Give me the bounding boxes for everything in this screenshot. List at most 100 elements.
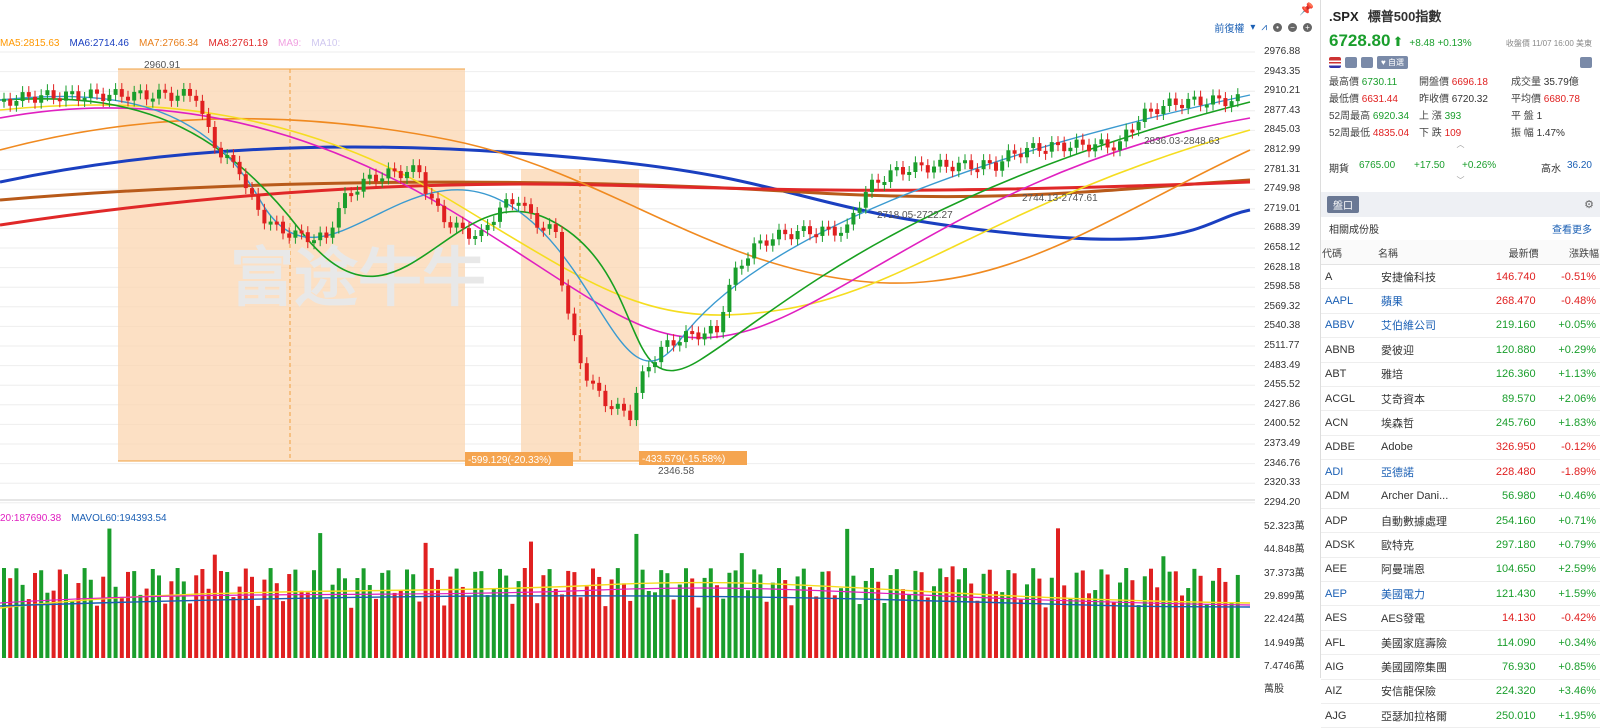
candle	[553, 224, 558, 233]
candle	[609, 406, 614, 410]
volume-tick: 萬股	[1264, 684, 1284, 696]
volume-bar	[721, 598, 726, 658]
column-header[interactable]: 漲跌幅	[1539, 240, 1600, 265]
cell-code: AEE	[1321, 557, 1377, 583]
table-row[interactable]: ADSK 歐特克 297.180 +0.79%	[1321, 532, 1600, 558]
candle	[95, 89, 99, 94]
volume-bar	[491, 588, 496, 658]
table-row[interactable]: ADM Archer Dani... 56.980 +0.46%	[1321, 484, 1600, 509]
candle	[64, 91, 68, 101]
vol-legend-item[interactable]: 20:187690.38	[0, 513, 62, 524]
candle	[752, 243, 757, 259]
cell-pct: -0.12%	[1539, 435, 1600, 461]
candle	[851, 212, 856, 225]
candlestick-chart[interactable]: 富途牛牛 2960.91 2346.58 -599.129(-20.33%) -433.…	[0, 0, 1260, 678]
table-row[interactable]: ABT 雅培 126.360 +1.13%	[1321, 362, 1600, 387]
volume-bar	[1192, 568, 1197, 658]
ma-legend-item[interactable]: MA5:2815.63	[0, 38, 60, 49]
tag-icon[interactable]	[1345, 57, 1357, 68]
gear-icon[interactable]: ⚙	[1584, 199, 1594, 211]
ma-legend-item[interactable]: MA7:2766.34	[139, 38, 199, 49]
watchlist-label: 自選	[1387, 58, 1404, 67]
table-row[interactable]: AAPL 蘋果 268.470 -0.48%	[1321, 288, 1600, 314]
candle	[448, 222, 453, 228]
cell-code: ABBV	[1321, 313, 1377, 339]
collapse-icon[interactable]: ﹀	[1456, 176, 1465, 185]
table-row[interactable]: AIZ 安信龍保險 224.320 +3.46%	[1321, 679, 1600, 705]
volume-bar	[181, 581, 186, 658]
chevron-down-icon[interactable]: ▾	[1250, 22, 1256, 33]
volume-bar	[386, 570, 391, 658]
volume-bar	[702, 577, 707, 658]
candle	[491, 221, 496, 225]
table-row[interactable]: ADBE Adobe 326.950 -0.12%	[1321, 435, 1600, 461]
futures-label: 期貨	[1329, 164, 1349, 175]
volume-bar	[392, 592, 397, 658]
table-row[interactable]: AEP 美國電力 121.430 +1.59%	[1321, 581, 1600, 607]
chart-toolbar: 前復權 ▾ ⩘ • − +	[1214, 20, 1312, 35]
price-tick: 2455.52	[1264, 379, 1301, 391]
candle	[169, 92, 174, 101]
table-row[interactable]: ABBV 艾伯維公司 219.160 +0.05%	[1321, 313, 1600, 339]
candle	[256, 193, 261, 210]
table-row[interactable]: AJG 亞瑟加拉格爾 250.010 +1.95%	[1321, 703, 1600, 728]
adjust-dropdown[interactable]: 前復權	[1214, 24, 1245, 35]
candle	[994, 162, 998, 171]
stat-item: 下 跌 109	[1419, 128, 1462, 139]
zoom-out-icon[interactable]: −	[1288, 23, 1297, 32]
table-row[interactable]: AES AES發電 14.130 -0.42%	[1321, 605, 1600, 631]
candle	[839, 232, 843, 236]
volume-bar	[975, 600, 980, 658]
see-more-link[interactable]: 查看更多	[1552, 225, 1592, 236]
table-row[interactable]: A 安捷倫科技 146.740 -0.51%	[1321, 264, 1600, 290]
pin-icon[interactable]: 📌	[1299, 2, 1314, 16]
bell-icon[interactable]	[1580, 57, 1592, 68]
volume-bar	[1136, 605, 1141, 658]
column-header[interactable]: 代碼	[1321, 240, 1377, 265]
volume-tick: 52.323萬	[1264, 521, 1305, 532]
vol-ma	[0, 581, 1251, 609]
chart-area[interactable]: 📌 前復權 ▾ ⩘ • − + MA5:2815.63 MA6:2714.46 MA…	[0, 0, 1320, 695]
price-tick: 2400.52	[1264, 418, 1301, 430]
table-row[interactable]: ADP 自動數據處理 254.160 +0.71%	[1321, 508, 1600, 534]
column-header[interactable]: 最新價	[1476, 240, 1540, 265]
cell-pct: -0.51%	[1539, 264, 1600, 290]
volume-bar	[113, 586, 118, 658]
table-row[interactable]: ADI 亞德諾 228.480 -1.89%	[1321, 459, 1600, 485]
stat-item: 振 幅 1.47%	[1511, 128, 1565, 139]
volume-bar	[1049, 577, 1054, 658]
ma-legend-item[interactable]: MA10:	[311, 38, 341, 49]
candle	[231, 155, 236, 162]
candle	[45, 90, 50, 96]
table-row[interactable]: ACN 埃森哲 245.760 +1.83%	[1321, 410, 1600, 436]
zoom-in-icon[interactable]: +	[1303, 23, 1312, 32]
settings-icon[interactable]: •	[1273, 23, 1282, 32]
table-row[interactable]: ACGL 艾奇資本 89.570 +2.06%	[1321, 386, 1600, 412]
ma-legend-item[interactable]: MA9:	[278, 38, 302, 49]
watermark: 富途牛牛	[230, 242, 486, 314]
volume-bar	[485, 595, 490, 658]
vol-legend-item[interactable]: MAVOL60:194393.54	[71, 513, 167, 524]
ma-legend-item[interactable]: MA8:2761.19	[208, 38, 269, 49]
tab-orderbook[interactable]: 盤口	[1327, 196, 1359, 213]
watchlist-button[interactable]: ♥ 自選	[1377, 56, 1408, 69]
table-row[interactable]: ABNB 愛彼迎 120.880 +0.29%	[1321, 337, 1600, 363]
note-icon[interactable]	[1361, 57, 1373, 68]
column-header[interactable]: 名稱	[1377, 240, 1477, 265]
expand-icon[interactable]: ︿	[1456, 140, 1465, 149]
candle	[1217, 95, 1222, 99]
cell-price: 89.570	[1476, 386, 1540, 412]
chart-type-icon[interactable]: ⩘	[1261, 22, 1267, 33]
cell-price: 250.010	[1476, 703, 1540, 728]
ma-legend-item[interactable]: MA6:2714.46	[69, 38, 130, 49]
table-row[interactable]: AFL 美國家庭壽險 114.090 +0.34%	[1321, 630, 1600, 656]
cell-name: 亞德諾	[1377, 459, 1477, 485]
table-row[interactable]: AIG 美國國際集團 76.930 +0.85%	[1321, 654, 1600, 680]
table-row[interactable]: AEE 阿曼瑞恩 104.650 +2.59%	[1321, 557, 1600, 583]
candle	[330, 227, 335, 238]
cell-name: 愛彼迎	[1377, 337, 1477, 363]
candle	[454, 222, 459, 228]
candle	[237, 161, 242, 175]
candle	[1235, 94, 1240, 102]
volume-bar	[516, 581, 521, 658]
